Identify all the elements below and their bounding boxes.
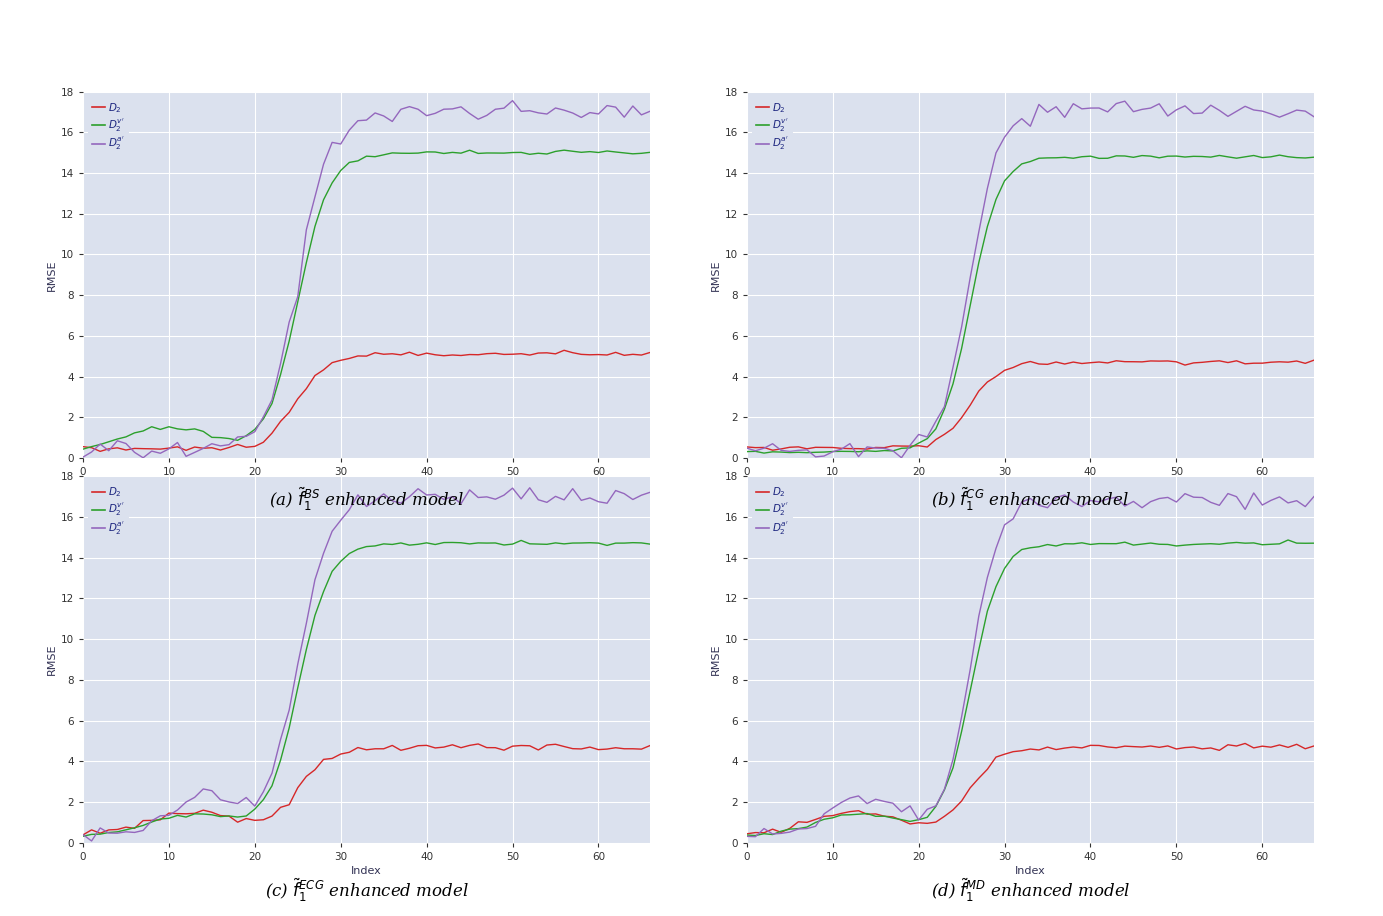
Text: (b) $\tilde{f}_1^{CG}$ enhanced model: (b) $\tilde{f}_1^{CG}$ enhanced model <box>932 485 1129 513</box>
Y-axis label: RMSE: RMSE <box>711 644 721 675</box>
Y-axis label: RMSE: RMSE <box>711 259 721 290</box>
X-axis label: Index: Index <box>351 481 382 491</box>
X-axis label: Index: Index <box>1015 481 1046 491</box>
X-axis label: Index: Index <box>351 866 382 876</box>
Legend: $D_2$, $D_2^{v'}$, $D_2^{a'}$: $D_2$, $D_2^{v'}$, $D_2^{a'}$ <box>89 97 129 157</box>
Legend: $D_2$, $D_2^{v'}$, $D_2^{a'}$: $D_2$, $D_2^{v'}$, $D_2^{a'}$ <box>752 482 792 541</box>
Y-axis label: RMSE: RMSE <box>47 644 57 675</box>
X-axis label: Index: Index <box>1015 866 1046 876</box>
Text: (c) $\tilde{f}_1^{ECG}$ enhanced model: (c) $\tilde{f}_1^{ECG}$ enhanced model <box>264 877 469 904</box>
Legend: $D_2$, $D_2^{v'}$, $D_2^{a'}$: $D_2$, $D_2^{v'}$, $D_2^{a'}$ <box>89 482 129 541</box>
Y-axis label: RMSE: RMSE <box>47 259 57 290</box>
Legend: $D_2$, $D_2^{v'}$, $D_2^{a'}$: $D_2$, $D_2^{v'}$, $D_2^{a'}$ <box>752 97 792 157</box>
Text: (d) $\tilde{f}_1^{MD}$ enhanced model: (d) $\tilde{f}_1^{MD}$ enhanced model <box>931 877 1130 904</box>
Text: (a) $\tilde{f}_1^{BS}$ enhanced model: (a) $\tilde{f}_1^{BS}$ enhanced model <box>268 485 465 513</box>
